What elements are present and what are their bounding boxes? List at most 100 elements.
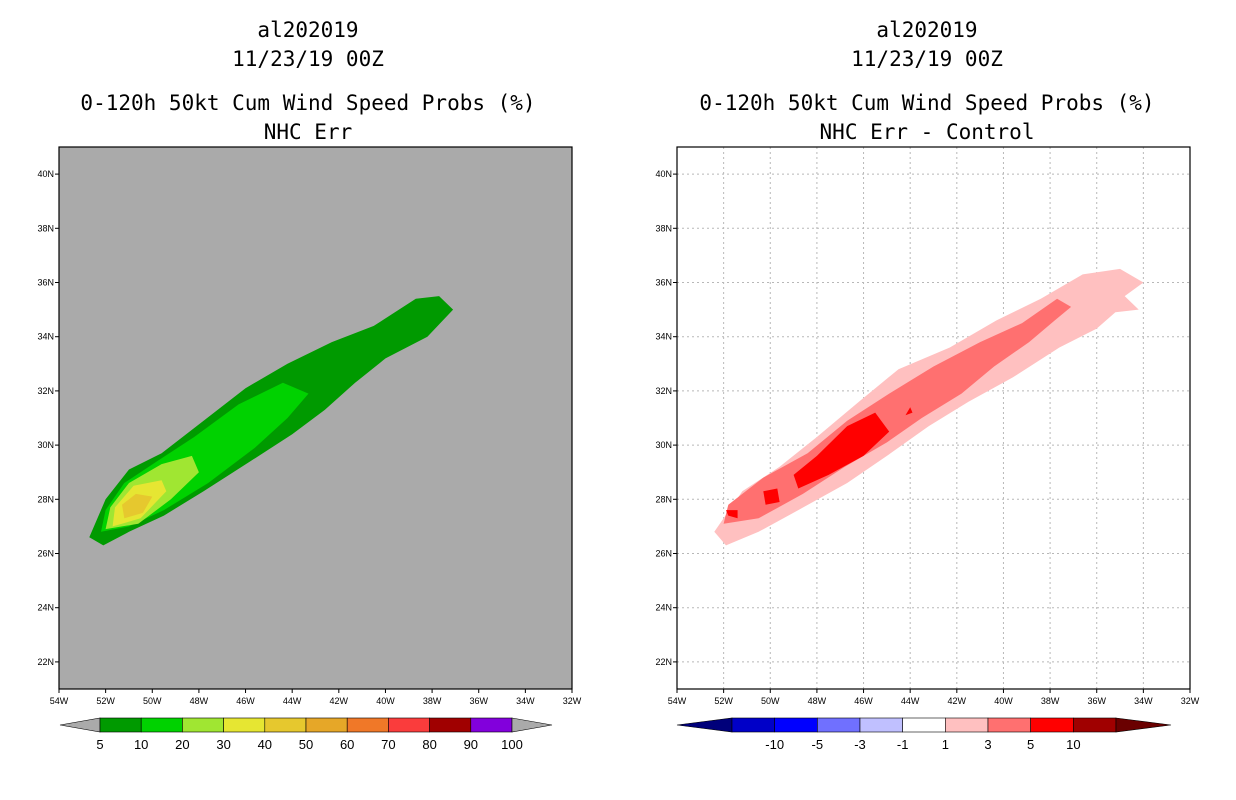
colorbar-box — [223, 717, 266, 733]
x-tick-label: 44W — [283, 696, 302, 706]
colorbar-label: 10 — [1066, 737, 1080, 752]
x-tick-label: 46W — [854, 696, 873, 706]
y-tick-label: 24N — [37, 603, 54, 613]
colorbar-label: -10 — [765, 737, 784, 752]
y-tick-label: 38N — [655, 223, 672, 233]
right-title-product: 0-120h 50kt Cum Wind Speed Probs (%) — [699, 91, 1154, 115]
x-tick-label: 36W — [1087, 696, 1106, 706]
x-tick-label: 34W — [516, 696, 535, 706]
y-tick-label: 36N — [655, 278, 672, 288]
colorbar-label: 10 — [134, 737, 148, 752]
colorbar-box — [99, 717, 142, 733]
y-tick-label: 36N — [37, 278, 54, 288]
x-tick-label: 44W — [901, 696, 920, 706]
contour-region-40-50 — [122, 493, 153, 519]
x-tick-label: 32W — [1181, 696, 1200, 706]
colorbar-low-arrow — [676, 717, 733, 733]
left-plot-background — [59, 147, 572, 689]
x-tick-label: 48W — [190, 696, 209, 706]
colorbar-box — [470, 717, 513, 733]
colorbar-label: 20 — [175, 737, 189, 752]
colorbar-box — [731, 717, 775, 733]
contour-region-5-10 — [793, 412, 890, 489]
y-tick-label: 26N — [655, 549, 672, 559]
left-x-axis: 54W 52W 50W 48W 46W 44W 42W 40W 38W 36W 34W 32W — [50, 689, 582, 706]
colorbar-box — [388, 717, 430, 733]
colorbar-box — [182, 717, 224, 733]
colorbar-box — [305, 717, 348, 733]
x-tick-label: 50W — [761, 696, 780, 706]
colorbar-high-arrow — [1115, 717, 1172, 733]
probs-colorbar: 5 10 20 30 40 50 60 70 80 90 100 — [59, 717, 553, 752]
y-tick-label: 28N — [655, 494, 672, 504]
right-title-subtitle: NHC Err - Control — [820, 120, 1035, 144]
colorbar-label: 90 — [464, 737, 478, 752]
contour-region-5-10 — [905, 407, 913, 416]
x-tick-label: 52W — [714, 696, 733, 706]
colorbar-label: 1 — [942, 737, 949, 752]
x-tick-label: 52W — [96, 696, 115, 706]
probs-panel: al202019 11/23/19 00Z 0-120h 50kt Cum Wi… — [37, 18, 581, 752]
colorbar-box — [859, 717, 903, 733]
colorbar-label: 3 — [984, 737, 991, 752]
colorbar-box — [902, 717, 946, 733]
y-tick-label: 30N — [37, 440, 54, 450]
colorbar-label: 100 — [501, 737, 523, 752]
colorbar-box — [945, 717, 989, 733]
colorbar-box — [987, 717, 1031, 733]
x-tick-label: 38W — [1041, 696, 1060, 706]
x-tick-label: 54W — [668, 696, 687, 706]
colorbar-label: 40 — [258, 737, 272, 752]
colorbar-label: 60 — [340, 737, 354, 752]
colorbar-box — [264, 717, 307, 733]
y-tick-label: 22N — [37, 657, 54, 667]
right-title-date: 11/23/19 00Z — [851, 47, 1003, 71]
right-title-storm: al202019 — [876, 18, 977, 42]
contour-region-5-10 — [726, 510, 738, 519]
colorbar-label: 70 — [381, 737, 395, 752]
x-tick-label: 40W — [376, 696, 395, 706]
y-tick-label: 34N — [37, 332, 54, 342]
left-title-product: 0-120h 50kt Cum Wind Speed Probs (%) — [80, 91, 535, 115]
colorbar-label: 30 — [216, 737, 230, 752]
x-tick-label: 54W — [50, 696, 69, 706]
colorbar-box — [1073, 717, 1117, 733]
x-tick-label: 32W — [563, 696, 582, 706]
left-title-subtitle: NHC Err — [264, 120, 353, 144]
y-tick-label: 28N — [37, 494, 54, 504]
colorbar-label: 5 — [96, 737, 103, 752]
difference-colorbar: -10 -5 -3 -1 1 3 5 10 — [676, 717, 1172, 752]
y-tick-label: 38N — [37, 223, 54, 233]
x-tick-label: 42W — [330, 696, 349, 706]
colorbar-label: -5 — [812, 737, 824, 752]
left-title-date: 11/23/19 00Z — [232, 47, 384, 71]
y-tick-label: 24N — [655, 603, 672, 613]
colorbar-label: 5 — [1027, 737, 1034, 752]
left-contours — [89, 296, 454, 546]
x-tick-label: 48W — [808, 696, 827, 706]
right-contours — [714, 268, 1144, 546]
y-tick-label: 30N — [655, 440, 672, 450]
right-x-axis: 54W 52W 50W 48W 46W 44W 42W 40W 38W 36W 34W 32W — [668, 689, 1200, 706]
y-tick-label: 34N — [655, 332, 672, 342]
left-y-axis: 22N 24N 26N 28N 30N 32N 34N 36N 38N 40N — [37, 169, 59, 667]
x-tick-label: 46W — [236, 696, 255, 706]
colorbar-label: -3 — [854, 737, 866, 752]
left-title-storm: al202019 — [257, 18, 358, 42]
x-tick-label: 42W — [948, 696, 967, 706]
y-tick-label: 40N — [655, 169, 672, 179]
left-plot-frame — [58, 146, 573, 690]
difference-panel: al202019 11/23/19 00Z 0-120h 50kt Cum Wi… — [655, 18, 1199, 752]
y-tick-label: 32N — [655, 386, 672, 396]
right-grid — [677, 147, 1190, 689]
y-tick-label: 26N — [37, 549, 54, 559]
x-tick-label: 36W — [469, 696, 488, 706]
y-tick-label: 22N — [655, 657, 672, 667]
colorbar-label: -1 — [897, 737, 909, 752]
colorbar-box — [429, 717, 472, 733]
colorbar-label: 80 — [422, 737, 436, 752]
colorbar-high-arrow — [511, 717, 553, 733]
y-tick-label: 40N — [37, 169, 54, 179]
x-tick-label: 50W — [143, 696, 162, 706]
